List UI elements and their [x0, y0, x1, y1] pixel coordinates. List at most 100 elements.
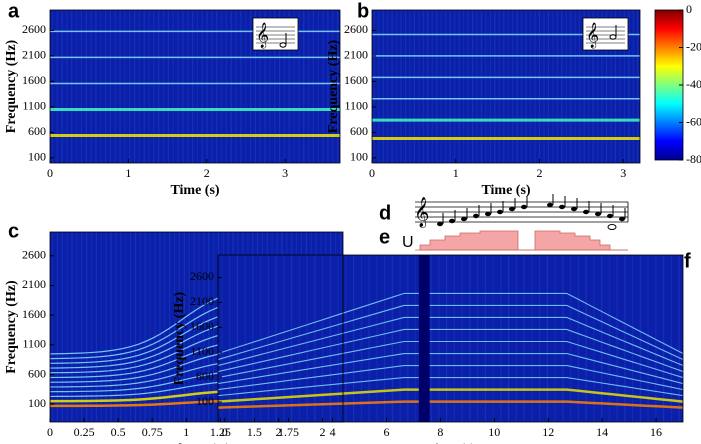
y-axis-label: Frequency (Hz)	[4, 280, 19, 374]
y-tick-label: 2600	[22, 22, 46, 36]
x-tick-label: 0	[222, 425, 228, 439]
y-tick-label: 600	[350, 124, 368, 138]
x-tick-label: 1	[125, 166, 131, 180]
y-axis-label: Frequency (Hz)	[172, 291, 187, 385]
x-tick-label: 1.5	[247, 425, 262, 439]
plot-frame	[217, 254, 684, 423]
y-tick-label: 100	[28, 396, 46, 410]
y-tick-label: 600	[28, 124, 46, 138]
harmonic	[217, 340, 684, 379]
inset	[582, 17, 629, 51]
note	[473, 213, 479, 219]
y-tick-label: 1100	[22, 337, 46, 351]
harmonic	[217, 377, 684, 397]
note	[509, 206, 515, 212]
x-tick-label: 0	[47, 425, 53, 439]
y-tick-label: 2100	[22, 277, 46, 291]
harmonic	[217, 292, 684, 355]
voltage-label: U	[402, 234, 414, 251]
music-staff	[415, 201, 629, 223]
note	[461, 216, 467, 222]
x-tick-label: 2	[320, 425, 326, 439]
x-axis-label: Time (s)	[481, 183, 530, 198]
note	[521, 204, 527, 210]
note	[619, 216, 625, 222]
harmonic	[217, 365, 684, 391]
note	[547, 202, 553, 208]
decoration	[49, 10, 684, 422]
harmonic	[217, 304, 684, 361]
x-tick-label: 0.75	[142, 425, 163, 439]
x-tick-label: 0.5	[111, 425, 126, 439]
colorbar-tick-label: -40	[686, 77, 701, 91]
colorbar-tick-label: -20	[686, 39, 701, 53]
colorbar-tick-label: 0	[686, 2, 692, 16]
voltage-profile	[419, 230, 628, 251]
x-tick-label: 0.25	[74, 425, 95, 439]
colorbar	[654, 9, 684, 161]
clef: 𝄞	[414, 197, 429, 229]
x-tick-label: 3	[620, 166, 626, 180]
harmonic	[217, 388, 684, 403]
colorbar-tick-label: -80	[686, 152, 701, 166]
y-tick-label: 1100	[344, 99, 368, 113]
y-tick-label: 100	[196, 394, 214, 408]
panel-label: c	[8, 220, 19, 242]
x-tick-label: 1.75	[278, 425, 299, 439]
notes	[437, 194, 626, 230]
note	[485, 211, 491, 217]
note	[607, 224, 617, 230]
x-tick-label: 16	[650, 425, 662, 439]
plot-frame	[49, 9, 341, 164]
note	[595, 211, 601, 217]
panel-label: e	[379, 226, 390, 248]
x-tick-label: 0	[369, 166, 375, 180]
inset	[252, 17, 299, 51]
y-tick-label: 2600	[190, 269, 214, 283]
note	[571, 206, 577, 212]
note	[449, 218, 455, 224]
y-tick-label: 1600	[344, 73, 368, 87]
y-tick-label: 100	[350, 150, 368, 164]
x-tick-label: 12	[542, 425, 554, 439]
y-tick-label: 100	[28, 150, 46, 164]
x-tick-label: 1	[183, 425, 189, 439]
x-tick-label: 3	[282, 166, 288, 180]
y-tick-label: 1100	[22, 99, 46, 113]
y-tick-label: 1600	[22, 73, 46, 87]
x-tick-label: 8	[437, 425, 443, 439]
colorbar-tick-label: -60	[686, 114, 701, 128]
x-tick-label: 6	[383, 425, 389, 439]
note	[583, 209, 589, 215]
panel-label: a	[8, 0, 20, 22]
x-tick-label: 1	[453, 166, 459, 180]
x-tick-label: 4	[330, 425, 336, 439]
y-tick-label: 2100	[190, 294, 214, 308]
x-tick-label: 1.25	[210, 425, 231, 439]
y-tick-label: 2100	[344, 48, 368, 62]
panel-label: f	[684, 250, 691, 272]
clef: 𝄞	[256, 22, 269, 48]
y-axis-label: Frequency (Hz)	[4, 39, 19, 133]
y-tick-label: 600	[196, 369, 214, 383]
gap	[418, 255, 430, 422]
panel-label: b	[357, 0, 369, 22]
x-tick-label: 10	[488, 425, 500, 439]
harmonic	[217, 352, 684, 385]
plot-frame	[371, 9, 641, 164]
y-tick-label: 2600	[22, 248, 46, 262]
y-tick-label: 2100	[22, 48, 46, 62]
y-tick-label: 1100	[190, 344, 214, 358]
harmonic	[217, 328, 684, 373]
note	[607, 213, 613, 219]
x-axis-label: Time (s)	[170, 183, 219, 198]
x-tick-label: 2	[204, 166, 210, 180]
y-tick-label: 600	[28, 366, 46, 380]
harmonic	[217, 316, 684, 367]
y-axis-label: Frequency (Hz)	[326, 39, 341, 133]
plot-frame	[49, 231, 344, 423]
harmonic	[217, 400, 684, 409]
note	[437, 221, 443, 227]
x-tick-label: 14	[596, 425, 608, 439]
